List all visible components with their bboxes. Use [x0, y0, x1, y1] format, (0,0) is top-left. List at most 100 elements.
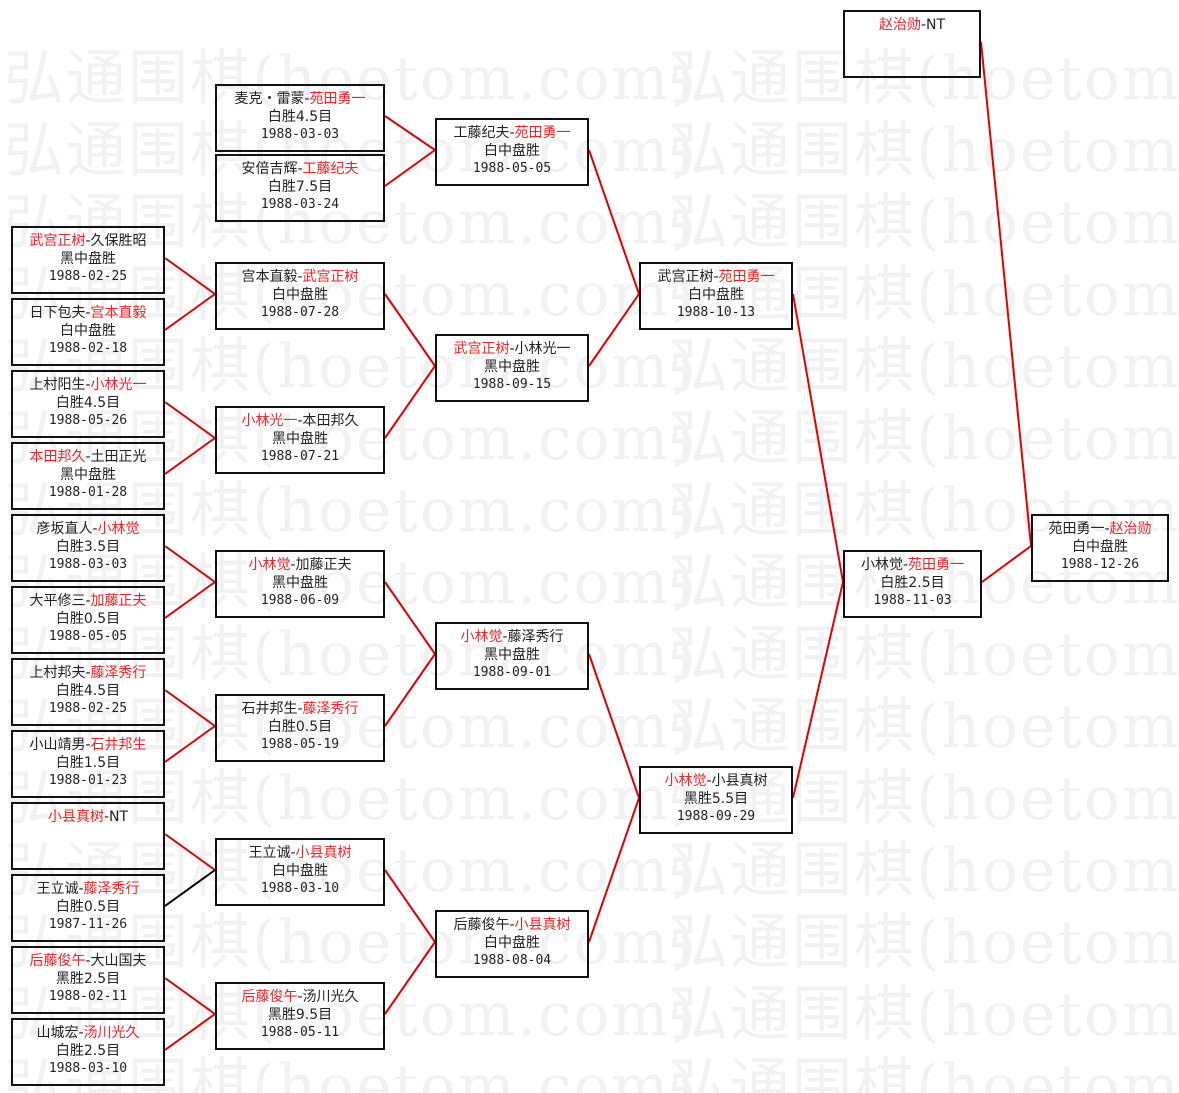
watermark-text: 弘通围棋(hoetom.com): [4, 692, 696, 762]
player-name: 上村阳生: [29, 377, 86, 393]
match-box: 安倍吉辉-工藤纪夫 白胜7.5目 1988-03-24: [215, 154, 385, 222]
winner-name: 苑田勇一: [309, 91, 366, 107]
match-result: 黑中盘胜: [484, 647, 540, 663]
watermark-text: 弘通围棋(hoetom.com): [668, 116, 1179, 186]
watermark-text: 弘通围棋(hoetom.com): [668, 620, 1179, 690]
watermark-text: 弘通围棋(hoetom.com): [668, 332, 1179, 402]
watermark-text: 弘通围棋(hoetom.com): [4, 332, 696, 402]
match-result: 白中盘胜: [272, 287, 328, 303]
match-date: 1988-03-03: [260, 127, 340, 142]
match-date: 1988-05-05: [48, 629, 128, 644]
separator: -: [902, 557, 909, 573]
match-result: 白中盘胜: [1072, 539, 1128, 555]
match-date: 1988-08-04: [472, 953, 552, 968]
watermark-text: 弘通围棋(hoetom.com): [4, 260, 696, 330]
match-result: 白中盘胜: [272, 863, 328, 879]
connector-line: [164, 257, 216, 295]
winner-name: 小县真树: [514, 917, 571, 933]
winner-name: 苑田勇一: [718, 269, 775, 285]
winner-name: 武宫正树: [29, 233, 86, 249]
connector-line: [164, 869, 216, 907]
watermark-text: 弘通围棋(hoetom.com): [668, 692, 1179, 762]
match-players: 苑田勇一-赵治勋: [1033, 520, 1167, 538]
separator: -: [706, 773, 712, 789]
separator: -: [304, 91, 310, 107]
match-players: 小林觉-藤泽秀行: [437, 628, 587, 646]
match-date: 1988-02-25: [48, 701, 128, 716]
player-name: 本田邦久: [302, 413, 359, 429]
connector-line: [588, 149, 640, 295]
match-box: 山城宏-汤川光久 白胜2.5目 1988-03-10: [11, 1018, 165, 1086]
watermark-text: 弘通围棋(hoetom.com): [668, 404, 1179, 474]
connector-line: [980, 41, 1032, 547]
connector-line: [164, 725, 216, 763]
match-date: 1988-05-11: [260, 1025, 340, 1040]
match-players: 日下包夫-宫本直毅: [13, 304, 163, 322]
match-players: 小林光一-本田邦久: [217, 412, 383, 430]
separator: -: [713, 269, 719, 285]
winner-name: 后藤俊午: [241, 989, 298, 1005]
match-date: 1988-01-28: [48, 485, 128, 500]
match-box: 小林觉-小县真树 黑胜5.5目 1988-09-29: [639, 766, 793, 834]
match-players: 上村邦夫-藤泽秀行: [13, 664, 163, 682]
match-result: 白中盘胜: [688, 287, 744, 303]
match-date: 1988-03-10: [260, 881, 340, 896]
winner-name: 宫本直毅: [90, 305, 147, 321]
match-box: 石井邦生-藤泽秀行 白胜0.5目 1988-05-19: [215, 694, 385, 762]
connector-line: [164, 401, 216, 439]
match-result: 黑胜9.5目: [267, 1007, 333, 1023]
match-result: 白胜4.5目: [55, 683, 121, 699]
match-date: 1988-07-21: [260, 449, 340, 464]
match-players: 后藤俊午-小县真树: [437, 916, 587, 934]
match-date: 1988-03-10: [48, 1061, 128, 1076]
match-result: 白胜4.5目: [267, 109, 333, 125]
watermark-text: 弘通围棋(hoetom.com): [668, 260, 1179, 330]
player-name: 小林光一: [514, 341, 571, 357]
watermark-text: 弘通围棋(hoetom.com): [668, 476, 1179, 546]
winner-name: 加藤正夫: [90, 593, 147, 609]
match-box: 上村阳生-小林光一 白胜4.5目 1988-05-26: [11, 370, 165, 438]
match-players: 石井邦生-藤泽秀行: [217, 700, 383, 718]
match-box: 武宫正树-苑田勇一 白中盘胜 1988-10-13: [639, 262, 793, 330]
match-players: 小林觉-小县真树: [641, 772, 791, 790]
separator: -: [78, 881, 84, 897]
watermark-text: 弘通围棋(hoetom.com): [668, 188, 1179, 258]
match-result: 黑中盘胜: [272, 575, 328, 591]
separator: -: [78, 1025, 84, 1041]
player-name: 麦克・雷蒙: [234, 91, 305, 107]
match-players: 武宫正树-久保胜昭: [13, 232, 163, 250]
connector-line: [164, 833, 216, 871]
separator: -: [1104, 521, 1110, 537]
connector-line: [588, 797, 640, 943]
player-name: 土田正光: [90, 449, 147, 465]
connector-line: [588, 653, 640, 799]
connector-line: [384, 653, 436, 727]
player-name: 小县真树: [711, 773, 768, 789]
connector-line: [588, 293, 640, 367]
separator: -: [85, 305, 91, 321]
match-date: 1988-02-11: [48, 989, 128, 1004]
winner-name: 苑田勇一: [514, 125, 571, 141]
winner-name: 石井邦生: [90, 737, 147, 753]
match-box: 后藤俊午-汤川光久 黑胜9.5目 1988-05-11: [215, 982, 385, 1050]
match-result: 白胜0.5目: [267, 719, 333, 735]
watermark-text: 弘通围棋(hoetom.com): [4, 908, 696, 978]
connector-line: [164, 689, 216, 727]
match-result: 白胜0.5目: [55, 899, 121, 915]
match-box: 大平修三-加藤正夫 白胜0.5目 1988-05-05: [11, 586, 165, 654]
match-date: 1988-07-28: [260, 305, 340, 320]
connector-line: [384, 365, 436, 439]
player-name: 王立诚: [248, 845, 291, 861]
player-name: 小山靖男: [29, 737, 86, 753]
match-date: 1988-02-25: [48, 269, 128, 284]
match-box: 小林觉-藤泽秀行 黑中盘胜 1988-09-01: [435, 622, 589, 690]
separator: -: [85, 377, 91, 393]
separator: -: [85, 449, 91, 465]
watermark-text: 弘通围棋(hoetom.com): [4, 404, 696, 474]
match-result: 白胜0.5目: [55, 611, 121, 627]
player-name: 苑田勇一: [1048, 521, 1105, 537]
match-players: 后藤俊午-大山国夫: [13, 952, 163, 970]
separator: -: [297, 989, 303, 1005]
